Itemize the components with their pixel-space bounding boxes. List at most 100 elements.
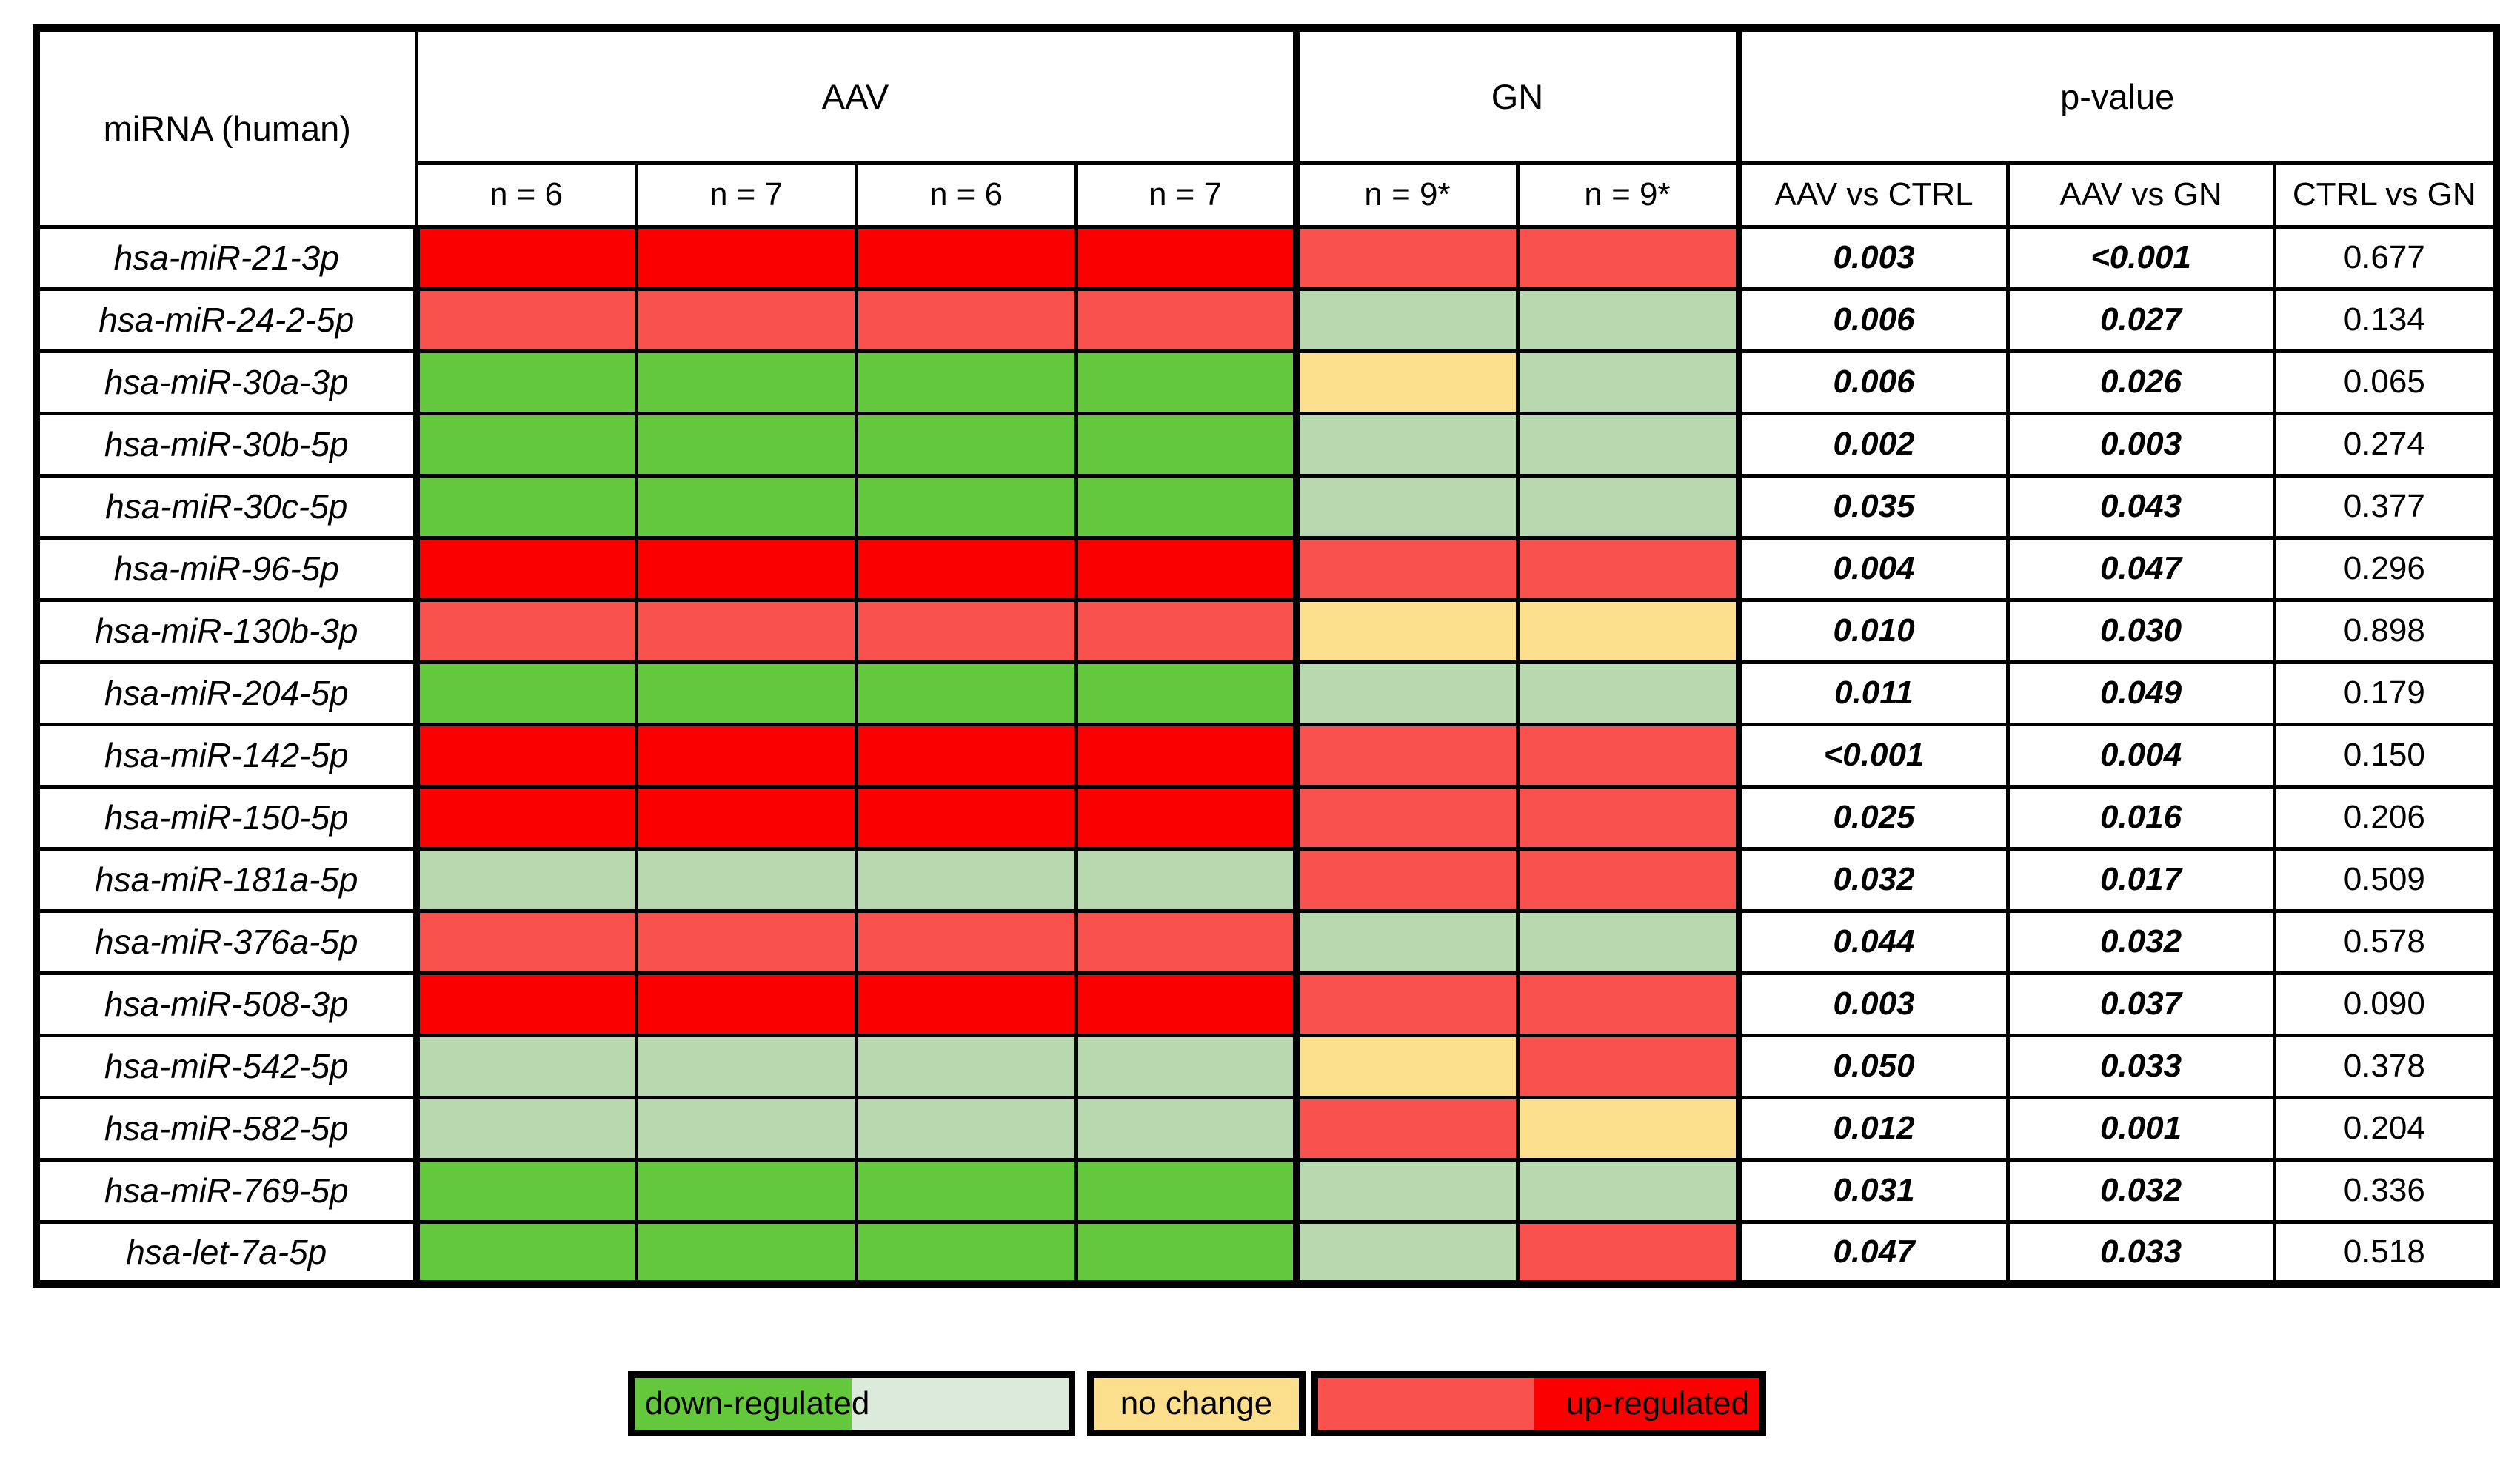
heatmap-cell-down-weak (854, 1033, 1078, 1099)
table-row: hsa-miR-142-5p <0.001 0.004 0.150 (34, 722, 2499, 789)
p-value-cell: 0.016 (2005, 784, 2276, 851)
p-value-cell: <0.001 (1735, 722, 2010, 789)
heatmap-cell-up-strong (1074, 971, 1298, 1037)
p-value-cell: 0.090 (2272, 971, 2499, 1037)
heatmap-cell-down-weak (412, 1095, 638, 1162)
heatmap-cell-down-strong (1074, 1157, 1298, 1224)
heatmap-cell-down-weak (1074, 1095, 1298, 1162)
p-value-cell: 0.043 (2005, 473, 2276, 540)
table-row: hsa-miR-24-2-5p 0.006 0.027 0.134 (34, 287, 2499, 353)
mirna-label: hsa-miR-204-5p (34, 660, 418, 726)
heatmap-cell-up-weak (1074, 287, 1298, 353)
heatmap-cell-no-change (1515, 597, 1741, 664)
heatmap-cell-up-strong (412, 535, 638, 602)
sub-header: n = 9* (1515, 161, 1741, 229)
heatmap-cell-up-weak (1292, 535, 1520, 602)
p-value-cell: 0.012 (1735, 1095, 2010, 1162)
p-value-cell: 0.032 (2005, 1157, 2276, 1224)
mirna-label: hsa-miR-30b-5p (34, 411, 418, 478)
heatmap-cell-up-weak (1515, 722, 1741, 789)
sub-header: AAV vs GN (2005, 161, 2276, 229)
heatmap-cell-down-weak (412, 846, 638, 913)
p-value-cell: 0.031 (1735, 1157, 2010, 1224)
p-value-cell: 0.035 (1735, 473, 2010, 540)
heatmap-cell-down-weak (634, 1033, 858, 1099)
heatmap-cell-down-weak (1292, 908, 1520, 975)
p-value-cell: 0.336 (2272, 1157, 2499, 1224)
p-value-cell: 0.377 (2272, 473, 2499, 540)
heatmap-cell-up-weak (1074, 597, 1298, 664)
p-value-cell: 0.677 (2272, 224, 2499, 291)
heatmap-cell-down-strong (634, 349, 858, 415)
heatmap-cell-up-weak (854, 597, 1078, 664)
p-value-cell: 0.898 (2272, 597, 2499, 664)
mirna-label: hsa-miR-130b-3p (34, 597, 418, 664)
table-row: hsa-miR-130b-3p 0.010 0.030 0.898 (34, 597, 2499, 664)
p-value-cell: 0.518 (2272, 1219, 2499, 1286)
heatmap-cell-down-strong (854, 411, 1078, 478)
heatmap-cell-up-weak (1292, 784, 1520, 851)
heatmap-cell-up-weak (1515, 784, 1741, 851)
heatmap-cell-down-strong (412, 473, 638, 540)
mirna-label: hsa-miR-181a-5p (34, 846, 418, 913)
heatmap-cell-up-weak (634, 287, 858, 353)
p-value-cell: 0.033 (2005, 1219, 2276, 1286)
heatmap-cell-down-weak (634, 1095, 858, 1162)
mirna-label: hsa-miR-769-5p (34, 1157, 418, 1224)
heatmap-cell-no-change (1515, 1095, 1741, 1162)
p-value-cell: 0.050 (1735, 1033, 2010, 1099)
heatmap-cell-down-weak (1515, 287, 1741, 353)
heatmap-cell-up-strong (412, 971, 638, 1037)
heatmap-cell-down-strong (412, 349, 638, 415)
heatmap-cell-down-strong (634, 660, 858, 726)
heatmap-cell-up-strong (1074, 535, 1298, 602)
sub-header: n = 7 (634, 161, 858, 229)
mirna-label: hsa-miR-142-5p (34, 722, 418, 789)
table-row: hsa-miR-30b-5p 0.002 0.003 0.274 (34, 411, 2499, 478)
heatmap-cell-down-weak (1515, 660, 1741, 726)
heatmap-cell-up-weak (412, 287, 638, 353)
p-value-cell: 0.033 (2005, 1033, 2276, 1099)
p-value-cell: 0.047 (2005, 535, 2276, 602)
p-value-cell: 0.032 (1735, 846, 2010, 913)
mirna-label: hsa-miR-508-3p (34, 971, 418, 1037)
heatmap-cell-up-strong (1074, 722, 1298, 789)
heatmap-cell-up-strong (854, 535, 1078, 602)
heatmap-cell-no-change (1292, 1033, 1520, 1099)
p-value-cell: 0.065 (2272, 349, 2499, 415)
heatmap-cell-down-weak (634, 846, 858, 913)
heatmap-cell-up-weak (634, 908, 858, 975)
p-value-cell: 0.003 (1735, 224, 2010, 291)
sub-header: AAV vs CTRL (1735, 161, 2010, 229)
table-row: hsa-miR-769-5p 0.031 0.032 0.336 (34, 1157, 2499, 1224)
p-value-cell: 0.044 (1735, 908, 2010, 975)
p-value-cell: 0.010 (1735, 597, 2010, 664)
table-row: hsa-miR-582-5p 0.012 0.001 0.204 (34, 1095, 2499, 1162)
mirna-label: hsa-miR-30a-3p (34, 349, 418, 415)
p-value-cell: 0.004 (1735, 535, 2010, 602)
heatmap-cell-down-weak (1515, 1157, 1741, 1224)
mirna-label: hsa-miR-21-3p (34, 224, 418, 291)
heatmap-cell-up-strong (634, 224, 858, 291)
heatmap-cell-up-weak (412, 597, 638, 664)
heatmap-cell-up-weak (1292, 722, 1520, 789)
table-row: hsa-miR-181a-5p 0.032 0.017 0.509 (34, 846, 2499, 913)
heatmap-cell-up-weak (1515, 846, 1741, 913)
p-value-cell: 0.025 (1735, 784, 2010, 851)
heatmap-cell-down-strong (412, 1219, 638, 1286)
heatmap-cell-up-weak (634, 597, 858, 664)
mirna-label: hsa-miR-150-5p (34, 784, 418, 851)
p-value-cell: 0.150 (2272, 722, 2499, 789)
group-header-p-value: p-value (1735, 26, 2499, 165)
p-value-cell: 0.002 (1735, 411, 2010, 478)
table-row: hsa-miR-96-5p 0.004 0.047 0.296 (34, 535, 2499, 602)
heatmap-cell-down-strong (1074, 473, 1298, 540)
p-value-cell: 0.204 (2272, 1095, 2499, 1162)
heatmap-cell-up-strong (634, 971, 858, 1037)
heatmap-cell-down-strong (854, 660, 1078, 726)
legend-label-no-change: no change (1120, 1385, 1273, 1422)
heatmap-cell-down-strong (634, 473, 858, 540)
heatmap-cell-up-weak (1515, 535, 1741, 602)
heatmap-cell-down-weak (1292, 411, 1520, 478)
